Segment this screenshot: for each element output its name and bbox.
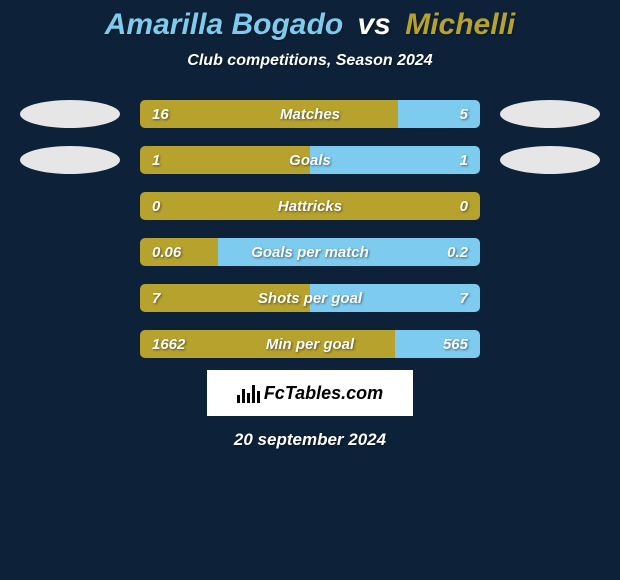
stat-bar: 1662Min per goal565 <box>140 330 480 358</box>
stats-container: 16Matches5 1Goals1 0Hattricks0 0.06Goals pe… <box>0 100 620 358</box>
stat-label: Min per goal <box>140 330 480 358</box>
spacer <box>20 330 120 358</box>
stat-row: 0Hattricks0 <box>0 192 620 220</box>
spacer <box>20 192 120 220</box>
stat-label: Matches <box>140 100 480 128</box>
stat-value-right: 0.2 <box>447 238 468 266</box>
stat-value-right: 565 <box>443 330 468 358</box>
stat-value-right: 5 <box>460 100 468 128</box>
stat-label: Goals <box>140 146 480 174</box>
spacer <box>500 284 600 312</box>
stat-row: 1662Min per goal565 <box>0 330 620 358</box>
player1-badge <box>20 146 120 174</box>
stat-row: 0.06Goals per match0.2 <box>0 238 620 266</box>
stat-row: 1Goals1 <box>0 146 620 174</box>
spacer <box>500 192 600 220</box>
fctables-logo: FcTables.com <box>207 370 413 416</box>
comparison-title: Amarilla Bogado vs Michelli <box>0 0 620 42</box>
stat-value-right: 1 <box>460 146 468 174</box>
vs-text: vs <box>357 8 390 41</box>
stat-bar: 16Matches5 <box>140 100 480 128</box>
logo-bars-icon <box>237 383 260 403</box>
player2-badge <box>500 100 600 128</box>
spacer <box>20 238 120 266</box>
stat-label: Hattricks <box>140 192 480 220</box>
subtitle: Club competitions, Season 2024 <box>0 52 620 70</box>
stat-bar: 7Shots per goal7 <box>140 284 480 312</box>
spacer <box>20 284 120 312</box>
stat-bar: 1Goals1 <box>140 146 480 174</box>
player1-badge <box>20 100 120 128</box>
stat-bar: 0.06Goals per match0.2 <box>140 238 480 266</box>
player2-badge <box>500 146 600 174</box>
stat-value-right: 0 <box>460 192 468 220</box>
stat-row: 7Shots per goal7 <box>0 284 620 312</box>
stat-value-right: 7 <box>460 284 468 312</box>
date-text: 20 september 2024 <box>0 430 620 450</box>
player2-name: Michelli <box>405 8 515 41</box>
stat-bar: 0Hattricks0 <box>140 192 480 220</box>
logo-text: FcTables.com <box>264 383 383 404</box>
player1-name: Amarilla Bogado <box>105 8 343 41</box>
stat-label: Goals per match <box>140 238 480 266</box>
stat-label: Shots per goal <box>140 284 480 312</box>
spacer <box>500 330 600 358</box>
stat-row: 16Matches5 <box>0 100 620 128</box>
spacer <box>500 238 600 266</box>
